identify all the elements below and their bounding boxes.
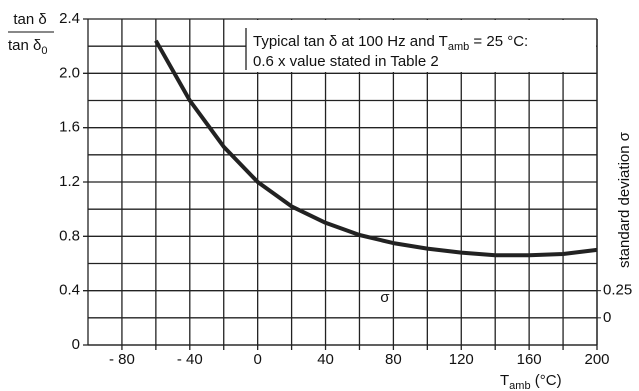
x-label-text: (°C)	[531, 372, 562, 389]
annotation-text: Typical tan δ at 100 Hz and T	[253, 33, 448, 50]
series-line	[154, 39, 598, 258]
y-label-text: tan δ	[8, 37, 41, 54]
y2-tick-label: 0.25	[603, 282, 632, 299]
y-tick-label: 2.0	[59, 64, 80, 81]
x-label-sub: amb	[509, 380, 530, 391]
x-tick-label: - 80	[109, 351, 135, 368]
x-tick-label: 80	[385, 351, 402, 368]
x-tick-label: 40	[317, 351, 334, 368]
y-tick-label: 1.6	[59, 119, 80, 136]
x-tick-label: 160	[517, 351, 542, 368]
annotation-text: = 25 °C:	[469, 33, 528, 50]
x-tick-label: 120	[449, 351, 474, 368]
x-tick-label: - 40	[177, 351, 203, 368]
annotation-line2: 0.6 x value stated in Table 2	[253, 53, 439, 70]
y-label-num: tan δ	[13, 11, 46, 28]
x-label: Tamb (°C)	[500, 372, 562, 391]
y-tick-label: 0.8	[59, 227, 80, 244]
annotation-box	[246, 20, 596, 72]
annotation-line1: Typical tan δ at 100 Hz and Tamb = 25 °C…	[253, 33, 528, 53]
y-tick-label: 1.2	[59, 173, 80, 190]
y2-label: standard deviation σ	[616, 131, 633, 268]
sigma-label: σ	[380, 289, 390, 306]
x-tick-label: 0	[253, 351, 261, 368]
y-label-den: tan δ0	[8, 37, 48, 57]
x-tick-label: 200	[584, 351, 609, 368]
y-tick-label: 0	[72, 336, 80, 353]
lines	[154, 39, 598, 258]
annotation-sub: amb	[448, 41, 469, 53]
y-tick-label: 0.4	[59, 282, 80, 299]
y2-tick-label: 0	[603, 309, 611, 326]
y-tick-label: 2.4	[59, 10, 80, 27]
x-label-text: T	[500, 372, 509, 389]
y-label-sub: 0	[41, 45, 47, 57]
